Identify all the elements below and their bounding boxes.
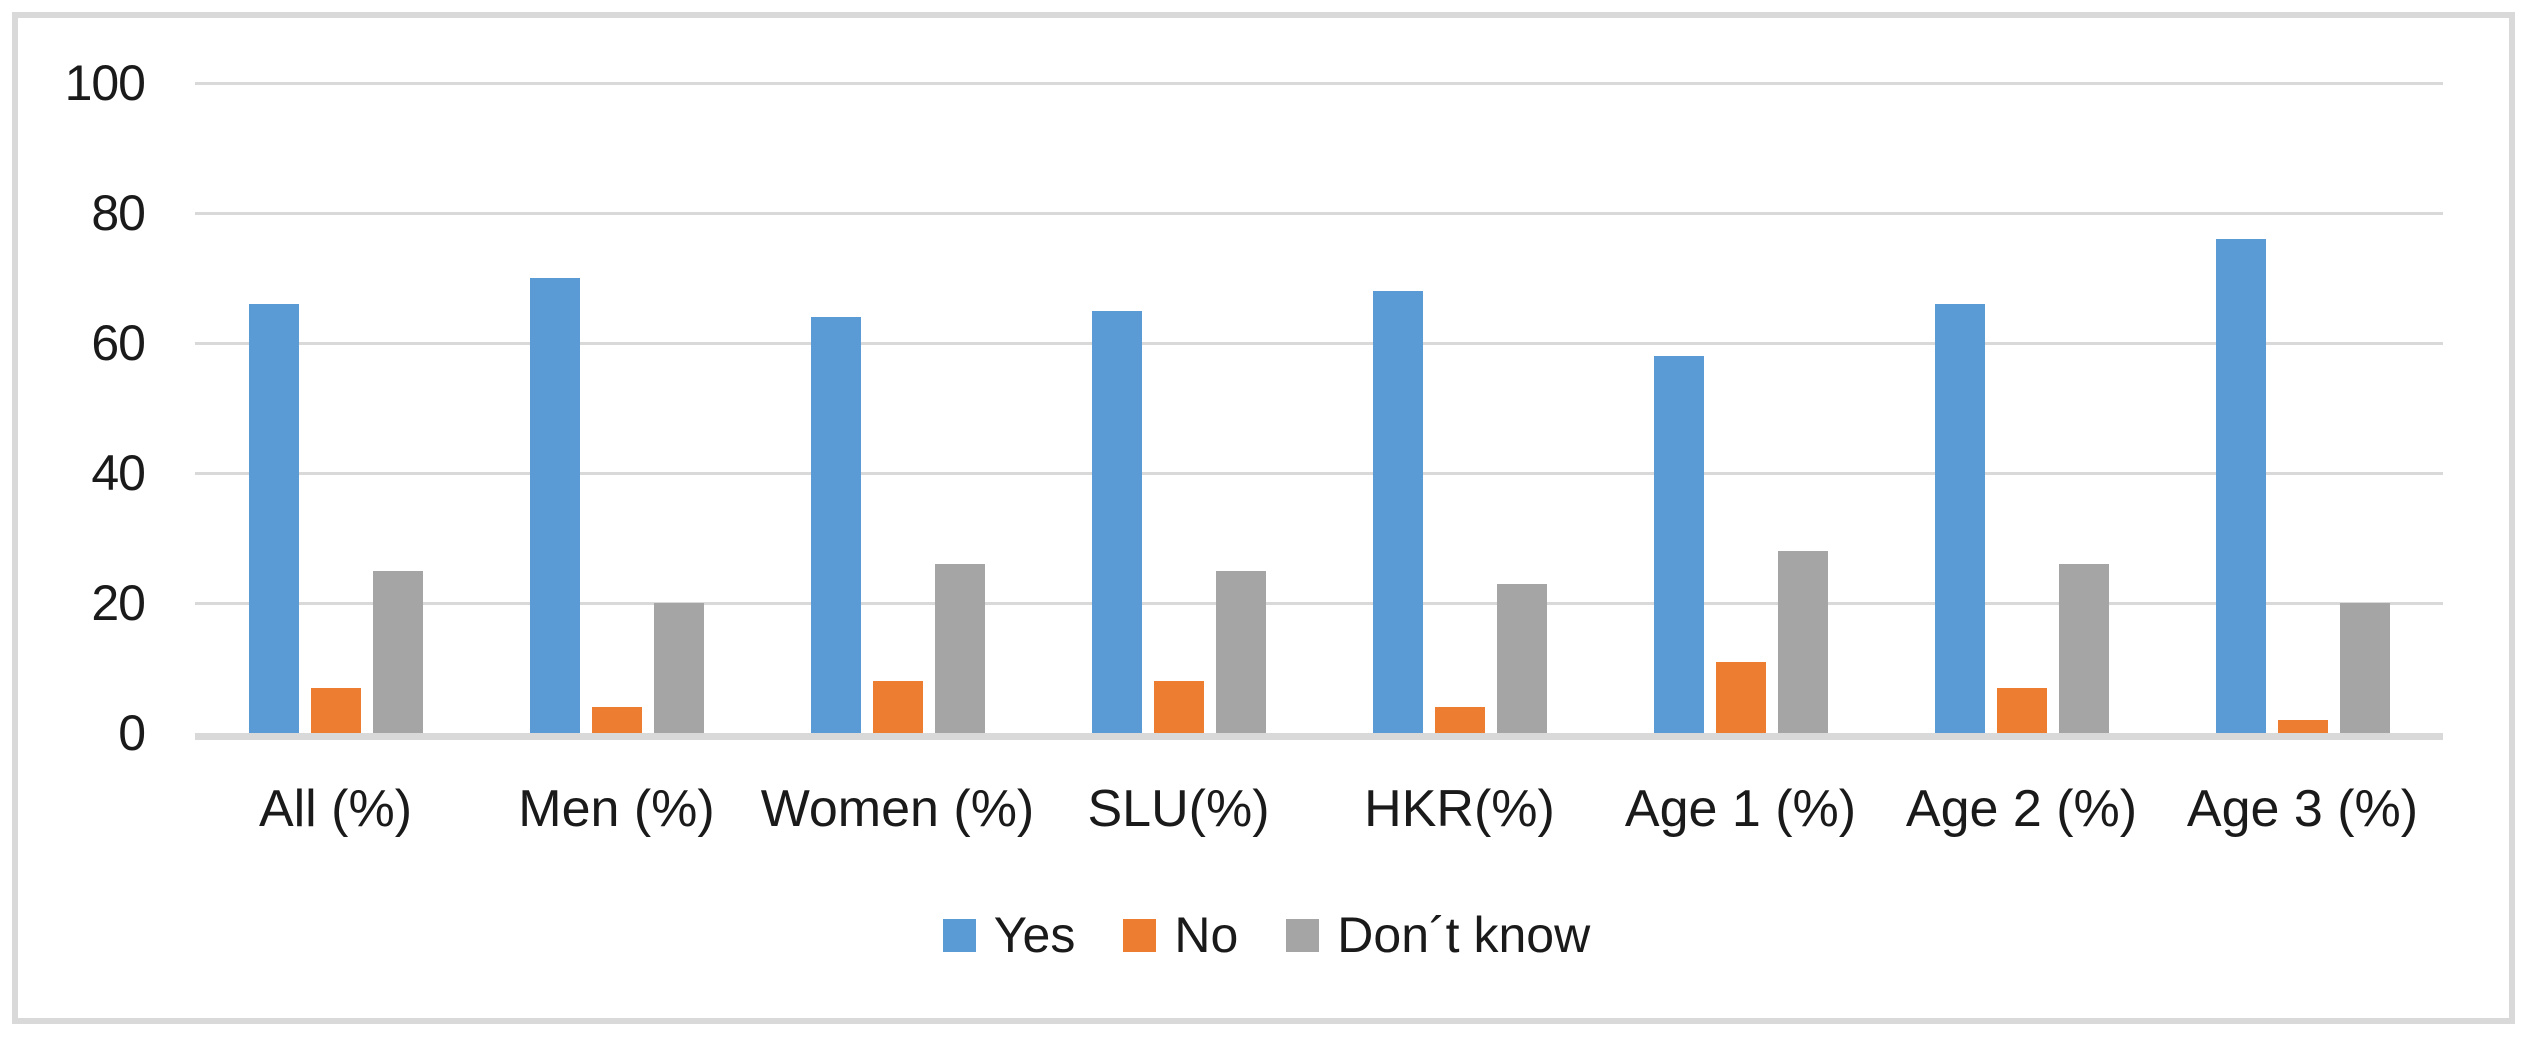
chart-frame	[12, 12, 2515, 1024]
bar-group-1	[195, 304, 476, 733]
category-label-6: Age 1 (%)	[1624, 780, 1857, 838]
x-axis-line	[195, 733, 2443, 740]
category-label-2: Men (%)	[518, 780, 715, 838]
legend-label-1: Yes	[993, 907, 1076, 963]
bar-series2-cat3	[872, 681, 923, 733]
bar-series2-cat1	[310, 687, 361, 733]
legend-item-2: No	[1123, 905, 1238, 965]
bar-group-3	[757, 317, 1038, 733]
bar-group-5	[1319, 291, 1600, 733]
category-label-8: Age 3 (%)	[2186, 780, 2419, 838]
bar-series1-cat5	[1372, 291, 1423, 733]
bar-series2-cat2	[591, 707, 642, 733]
legend-swatch-icon	[1123, 918, 1157, 952]
bar-group-4	[1038, 310, 1319, 733]
bar-group-7	[1881, 304, 2162, 733]
y-tick-label-0: 0	[118, 705, 146, 761]
plot-area	[195, 81, 2443, 740]
bar-series2-cat7	[1996, 687, 2047, 733]
gridline-20	[195, 601, 2443, 605]
bar-group-6	[1600, 356, 1881, 733]
category-label-7: Age 2 (%)	[1905, 780, 2138, 838]
gridline-80	[195, 211, 2443, 215]
bar-series3-cat6	[1777, 551, 1828, 733]
bar-series3-cat2	[653, 603, 704, 733]
bar-series3-cat1	[372, 570, 423, 733]
gridline-100	[195, 81, 2443, 85]
bar-series1-cat1	[248, 304, 299, 733]
legend-label-3: Don´t know	[1337, 907, 1591, 963]
bar-group-2	[476, 278, 757, 733]
bar-series2-cat6	[1715, 661, 1766, 733]
gridline-40	[195, 471, 2443, 475]
bar-group-8	[2162, 239, 2443, 733]
bar-series1-cat2	[529, 278, 580, 733]
bar-series2-cat4	[1153, 681, 1204, 733]
legend-swatch-icon	[942, 918, 976, 952]
y-tick-label-60: 60	[91, 315, 146, 371]
bar-series3-cat8	[2339, 603, 2390, 733]
category-label-1: All (%)	[258, 780, 413, 838]
category-label-4: SLU(%)	[1087, 780, 1270, 838]
bar-series2-cat5	[1434, 707, 1485, 733]
bar-series3-cat5	[1496, 583, 1547, 733]
y-tick-label-20: 20	[91, 575, 146, 631]
legend-swatch-icon	[1286, 918, 1320, 952]
bar-series1-cat6	[1653, 356, 1704, 733]
legend-item-3: Don´t know	[1286, 905, 1590, 965]
gridline-60	[195, 341, 2443, 345]
bar-series3-cat7	[2058, 564, 2109, 733]
legend: Yes No Don´t know	[0, 905, 2533, 965]
y-tick-label-80: 80	[91, 185, 146, 241]
bar-series1-cat3	[810, 317, 861, 733]
legend-item-1: Yes	[942, 905, 1076, 965]
y-tick-label-100: 100	[64, 55, 146, 111]
category-label-5: HKR(%)	[1364, 780, 1555, 838]
bar-series2-cat8	[2277, 720, 2328, 733]
y-tick-label-40: 40	[91, 445, 146, 501]
bar-series1-cat7	[1934, 304, 1985, 733]
bar-series1-cat4	[1091, 310, 1142, 733]
legend-label-2: No	[1174, 907, 1239, 963]
bar-series3-cat4	[1215, 570, 1266, 733]
category-label-3: Women (%)	[760, 780, 1035, 838]
bar-series3-cat3	[934, 564, 985, 733]
bar-series1-cat8	[2215, 239, 2266, 733]
